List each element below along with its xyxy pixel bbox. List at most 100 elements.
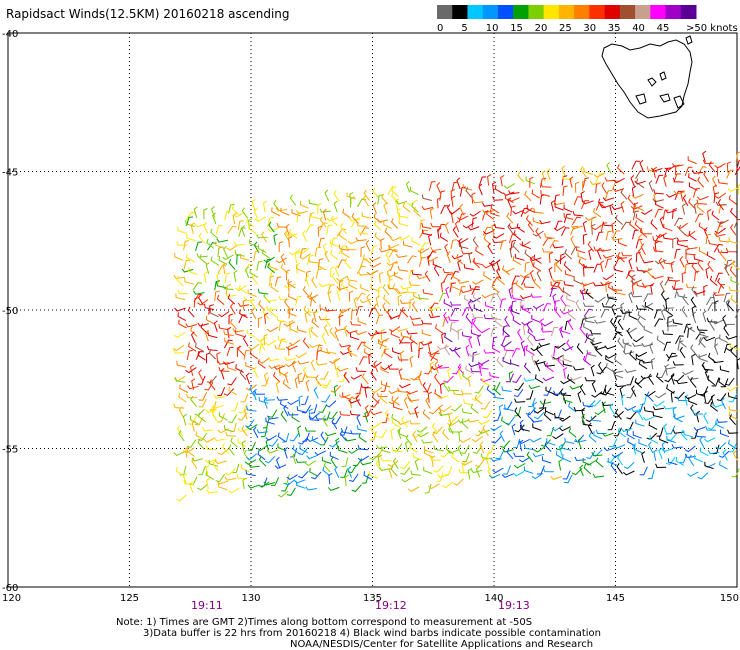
wind-barb — [447, 449, 459, 454]
wind-barb — [263, 333, 268, 346]
wind-barb — [427, 350, 440, 356]
wind-barb — [400, 467, 411, 475]
wind-barb — [463, 399, 474, 406]
wind-barb — [560, 390, 572, 397]
wind-barb — [635, 238, 643, 249]
wind-barb — [613, 265, 624, 273]
wind-barb — [729, 343, 740, 351]
wind-barb — [508, 304, 514, 317]
wind-barb — [548, 251, 554, 264]
wind-barb — [347, 466, 352, 478]
wind-barb — [470, 469, 483, 474]
wind-barb — [191, 420, 196, 432]
wind-barb — [353, 296, 358, 309]
wind-barb — [322, 415, 328, 427]
wind-barb — [711, 377, 720, 387]
wind-barb — [720, 429, 730, 438]
wind-barb — [675, 456, 685, 466]
wind-barb — [711, 319, 724, 325]
wind-barb — [475, 466, 481, 478]
wind-barb — [462, 222, 475, 229]
wind-barb — [263, 372, 268, 385]
wind-barb — [186, 349, 193, 361]
wind-barb — [472, 257, 480, 269]
wind-barb — [496, 290, 502, 302]
wind-barb — [561, 444, 572, 451]
wind-barb — [288, 236, 293, 248]
wind-barb — [421, 222, 432, 229]
wind-barb — [411, 301, 419, 313]
wind-barb — [686, 259, 698, 265]
wind-barb — [529, 255, 535, 268]
wind-barb — [458, 469, 470, 474]
wind-barb — [429, 302, 439, 312]
wind-barb — [237, 345, 246, 357]
wind-barb — [340, 468, 348, 478]
wind-barb — [460, 389, 472, 395]
wind-barb — [521, 304, 531, 314]
wind-barb — [720, 378, 729, 388]
wind-barb — [479, 441, 485, 454]
wind-barb — [400, 285, 412, 290]
wind-barb — [305, 224, 315, 234]
wind-barb — [185, 393, 197, 399]
wind-barb — [627, 194, 635, 206]
wind-barb — [717, 219, 729, 225]
wind-barb — [364, 404, 370, 417]
wind-barb — [589, 180, 602, 185]
colorbar-label: 45 — [657, 23, 670, 34]
wind-barb — [470, 329, 481, 337]
wind-barb — [686, 245, 698, 250]
wind-barb — [380, 238, 385, 250]
wind-barb — [351, 212, 359, 224]
colorbar-segment — [635, 5, 651, 19]
wind-barb — [736, 358, 740, 370]
wind-barb — [280, 410, 288, 423]
wind-barb — [371, 393, 380, 404]
wind-barb — [663, 341, 671, 352]
wind-barb — [377, 339, 387, 348]
wind-barb — [222, 262, 228, 274]
wind-barb — [631, 385, 637, 397]
wind-barb — [508, 190, 520, 195]
wind-barb — [667, 352, 676, 362]
wind-barb — [454, 220, 460, 233]
wind-barb — [494, 184, 504, 195]
wind-barb — [373, 449, 383, 458]
wind-barb — [388, 249, 398, 258]
wind-barb — [526, 321, 533, 333]
wind-barb — [592, 473, 605, 478]
wind-barb — [491, 436, 502, 444]
wind-barb — [478, 363, 489, 370]
wind-barb — [693, 187, 700, 198]
wind-barb — [246, 453, 258, 460]
wind-barb — [214, 290, 220, 301]
wind-barb — [347, 464, 357, 474]
wind-barb — [718, 377, 727, 388]
wind-barb — [197, 375, 206, 385]
wind-barb — [583, 355, 592, 366]
wind-barb — [421, 229, 432, 236]
wind-barb — [340, 223, 347, 235]
wind-barb — [672, 208, 678, 219]
wind-barb — [728, 237, 739, 244]
wind-barb — [410, 470, 421, 476]
wind-barb — [730, 276, 740, 285]
wind-barb — [370, 245, 378, 256]
wind-barb — [613, 177, 625, 184]
wind-barb — [519, 419, 524, 432]
wind-barb — [583, 263, 595, 269]
wind-barb — [438, 404, 443, 417]
wind-barb — [299, 248, 307, 258]
wind-barb — [318, 258, 324, 269]
wind-barb — [350, 430, 362, 435]
wind-barb — [461, 444, 470, 454]
wind-barb — [276, 222, 288, 228]
wind-barb — [634, 180, 646, 185]
wind-barb — [369, 431, 377, 441]
wind-barb — [705, 267, 710, 279]
wind-barb — [698, 222, 708, 232]
wind-barb — [510, 306, 520, 315]
wind-barb — [190, 331, 196, 344]
wind-barb — [206, 238, 215, 249]
